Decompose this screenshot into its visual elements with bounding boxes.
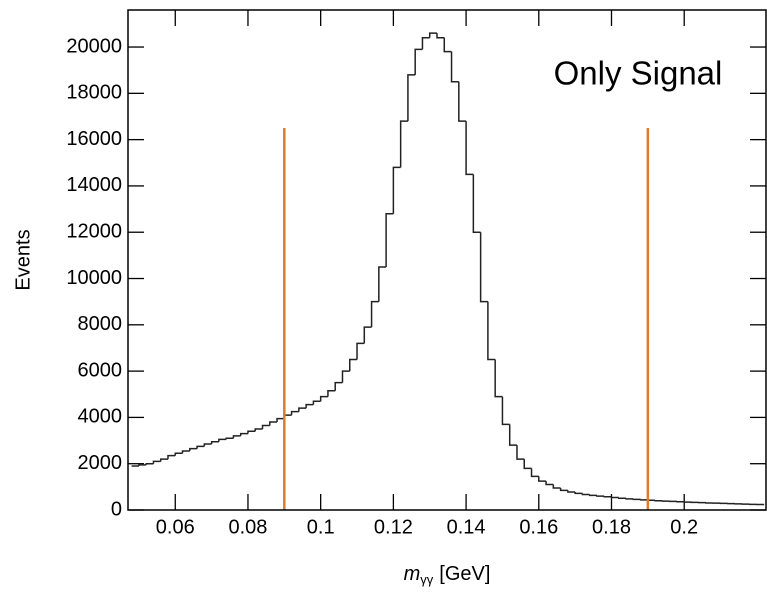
histogram-bin [276, 417, 285, 423]
histogram-bin [370, 300, 379, 328]
histogram-bin [363, 326, 372, 344]
histogram-bin [479, 232, 488, 303]
y-tick-label: 18000 [66, 82, 122, 104]
histogram-bin [588, 494, 597, 497]
histogram-bin [312, 400, 321, 405]
histogram-bin [436, 33, 445, 39]
histogram-bin [625, 498, 634, 500]
x-tick-label: 0.06 [156, 516, 195, 538]
histogram-bin [145, 462, 154, 465]
histogram-bin [254, 428, 263, 432]
histogram-bin [327, 390, 336, 397]
y-tick-label: 0 [111, 498, 122, 520]
histogram-bin [290, 410, 299, 416]
histogram-bin [399, 120, 408, 168]
y-tick-label: 4000 [78, 406, 123, 428]
histogram-bin [138, 464, 147, 467]
y-tick-label: 2000 [78, 452, 123, 474]
y-tick-label: 8000 [78, 313, 123, 335]
histogram-bin [552, 484, 561, 489]
histogram-bin [392, 166, 401, 214]
histogram-bin [494, 359, 503, 398]
histogram-bin [181, 450, 190, 454]
histogram-bin [269, 421, 278, 426]
y-tick-label: 16000 [66, 128, 122, 150]
histogram-bin [603, 496, 612, 498]
histogram-bin [574, 491, 583, 495]
histogram-bin [167, 454, 176, 460]
histogram-bin [472, 174, 481, 233]
x-label-subscript: γγ [420, 572, 434, 587]
histogram-bin [239, 432, 248, 436]
histogram-bin [385, 212, 394, 267]
x-tick-label: 0.2 [670, 516, 698, 538]
histogram-bin [559, 488, 568, 492]
x-tick-label: 0.16 [519, 516, 558, 538]
histogram-bin [508, 424, 517, 446]
annotation: Only Signal [554, 55, 723, 92]
x-tick-label: 0.08 [228, 516, 267, 538]
histogram-bin [247, 430, 256, 434]
histogram-bin [581, 493, 590, 496]
histogram-bin [458, 81, 467, 122]
x-tick-label: 0.12 [374, 516, 413, 538]
histogram-bin [465, 121, 474, 176]
histogram-bin [545, 481, 554, 486]
x-tick-label: 0.14 [447, 516, 486, 538]
histogram-bin [356, 342, 365, 360]
histogram-bin [450, 51, 459, 83]
y-axis-label: Events [12, 229, 34, 290]
histogram-bin [428, 32, 438, 38]
histogram-bin [152, 460, 161, 464]
histogram-bin [225, 437, 234, 440]
histogram-bin [378, 266, 387, 302]
histogram-bin [174, 452, 183, 456]
y-tick-label: 6000 [78, 359, 123, 381]
histogram-bin [501, 396, 510, 426]
x-tick-label: 0.1 [307, 516, 335, 538]
histogram-bin [567, 490, 576, 493]
y-tick-label: 14000 [66, 174, 122, 196]
histogram-bin [349, 358, 358, 372]
histogram-bin [196, 445, 205, 449]
histogram-bin [538, 476, 547, 482]
histogram-bin [523, 459, 532, 470]
y-tick-label: 12000 [66, 221, 122, 243]
histogram-bin [341, 370, 350, 383]
histogram-bin [232, 435, 241, 439]
histogram-bin [203, 443, 212, 447]
histogram-bin [618, 497, 627, 499]
histogram-bin [516, 445, 525, 460]
histogram-bin [210, 440, 219, 445]
histogram-bin [421, 37, 430, 50]
histogram-bin [610, 496, 619, 499]
x-label-symbol: m [404, 563, 421, 585]
histogram-bin [319, 395, 328, 402]
histogram-bin [305, 403, 314, 409]
histogram-bin [443, 37, 452, 53]
plot-frame [127, 9, 767, 511]
histogram-bin [596, 495, 605, 497]
histogram-bin [189, 447, 198, 451]
histogram-bin [414, 48, 423, 75]
y-tick-label: 10000 [66, 267, 122, 289]
x-label-unit: [GeV] [439, 563, 490, 585]
histogram-bin [334, 381, 343, 391]
histogram-bin [298, 407, 307, 412]
x-axis-label: mγγ [GeV] [404, 563, 491, 587]
histogram-bin [530, 468, 539, 478]
histogram-bin [261, 424, 270, 429]
histogram-bin [407, 74, 416, 122]
histogram-bin [218, 438, 227, 442]
histogram-bin [159, 458, 168, 462]
histogram-bin [487, 301, 496, 361]
y-tick-label: 20000 [66, 35, 122, 57]
x-tick-label: 0.18 [592, 516, 631, 538]
